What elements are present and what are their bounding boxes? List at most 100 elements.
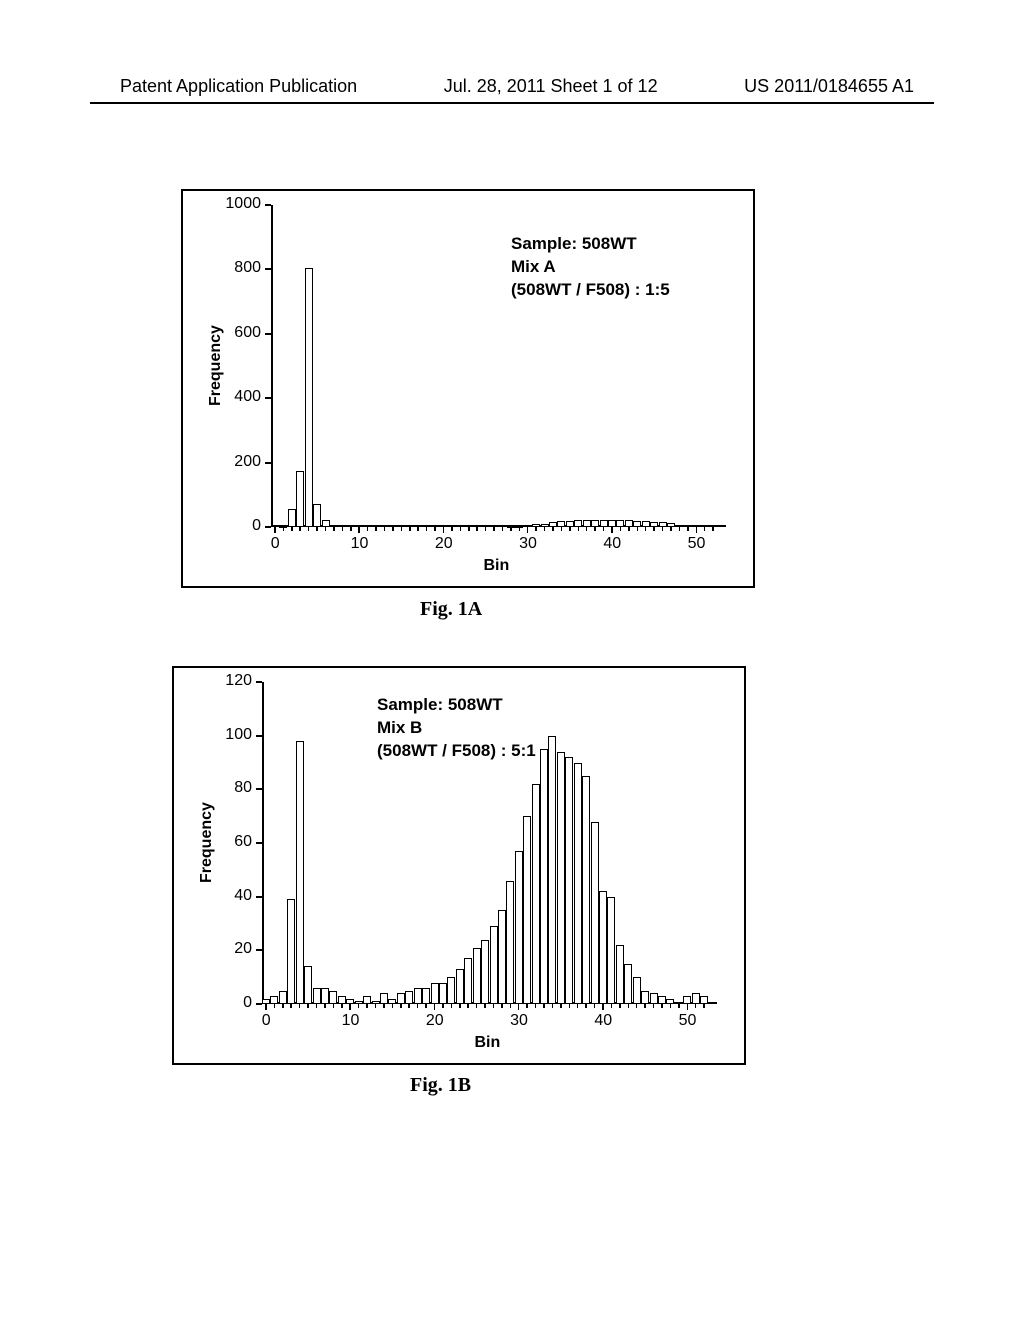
x-tick bbox=[594, 527, 596, 531]
x-tick bbox=[619, 1004, 621, 1008]
x-tick bbox=[460, 527, 462, 531]
header-mid: Jul. 28, 2011 Sheet 1 of 12 bbox=[444, 76, 658, 97]
x-tick bbox=[341, 1004, 343, 1008]
bar bbox=[296, 741, 304, 1004]
x-tick bbox=[350, 527, 352, 531]
bar bbox=[414, 988, 422, 1004]
bar bbox=[616, 945, 624, 1004]
bar bbox=[262, 999, 270, 1004]
x-tick bbox=[358, 527, 360, 533]
bar bbox=[481, 940, 489, 1004]
x-tick bbox=[603, 527, 605, 531]
x-tick bbox=[299, 527, 301, 531]
x-tick bbox=[577, 1004, 579, 1008]
bar bbox=[633, 977, 641, 1004]
x-tick bbox=[342, 527, 344, 531]
x-tick bbox=[661, 1004, 663, 1008]
bar bbox=[498, 910, 506, 1004]
x-tick bbox=[375, 1004, 377, 1008]
x-tick bbox=[485, 527, 487, 531]
x-tick-label: 30 bbox=[508, 535, 548, 553]
x-tick bbox=[442, 1004, 444, 1008]
x-tick bbox=[526, 1004, 528, 1008]
x-tick bbox=[602, 1004, 604, 1010]
y-tick-label: 40 bbox=[207, 887, 252, 905]
x-tick bbox=[426, 527, 428, 531]
bar bbox=[625, 520, 633, 527]
bar bbox=[329, 991, 337, 1004]
figure-1a-box: 0200400600800100001020304050FrequencyBin… bbox=[181, 189, 755, 588]
x-tick bbox=[678, 1004, 680, 1008]
bar bbox=[566, 521, 574, 527]
x-tick bbox=[274, 527, 276, 533]
bar bbox=[523, 816, 531, 1004]
bar bbox=[490, 926, 498, 1004]
x-tick-label: 40 bbox=[583, 1012, 623, 1030]
x-tick bbox=[636, 1004, 638, 1008]
y-tick bbox=[265, 462, 271, 464]
bar bbox=[464, 958, 472, 1004]
x-tick bbox=[653, 1004, 655, 1008]
x-tick bbox=[569, 1004, 571, 1008]
bar bbox=[549, 522, 557, 527]
bar bbox=[288, 509, 296, 527]
page-header: Patent Application Publication Jul. 28, … bbox=[0, 76, 1024, 97]
y-tick bbox=[256, 788, 262, 790]
y-tick-label: 100 bbox=[207, 726, 252, 744]
x-tick bbox=[325, 527, 327, 531]
x-tick bbox=[535, 527, 537, 531]
x-tick bbox=[493, 527, 495, 531]
bar bbox=[313, 504, 321, 527]
x-tick bbox=[316, 1004, 318, 1008]
x-tick bbox=[384, 527, 386, 531]
y-tick-label: 1000 bbox=[216, 195, 261, 213]
x-tick bbox=[366, 1004, 368, 1008]
y-tick-label: 80 bbox=[207, 779, 252, 797]
x-tick bbox=[434, 527, 436, 531]
x-tick bbox=[392, 527, 394, 531]
bar bbox=[321, 988, 329, 1004]
bar bbox=[540, 749, 548, 1004]
chart-annotation: Sample: 508WT Mix A (508WT / F508) : 1:5 bbox=[511, 233, 670, 302]
x-tick bbox=[611, 1004, 613, 1008]
x-tick bbox=[628, 1004, 630, 1008]
bar bbox=[667, 523, 675, 527]
y-tick-label: 200 bbox=[216, 453, 261, 471]
y-tick bbox=[256, 896, 262, 898]
x-tick bbox=[544, 527, 546, 531]
x-tick bbox=[552, 1004, 554, 1008]
x-tick bbox=[367, 527, 369, 531]
x-tick bbox=[628, 527, 630, 531]
bar bbox=[355, 1001, 363, 1004]
x-tick bbox=[535, 1004, 537, 1008]
x-tick bbox=[510, 1004, 512, 1008]
bar bbox=[515, 851, 523, 1004]
header-left: Patent Application Publication bbox=[120, 76, 357, 97]
y-tick bbox=[256, 681, 262, 683]
x-tick bbox=[560, 1004, 562, 1008]
y-tick bbox=[256, 735, 262, 737]
x-tick bbox=[611, 527, 613, 533]
bar bbox=[422, 988, 430, 1004]
x-tick bbox=[417, 527, 419, 531]
x-tick bbox=[282, 1004, 284, 1008]
header-rule bbox=[90, 102, 934, 104]
x-tick bbox=[291, 527, 293, 531]
bar bbox=[582, 776, 590, 1004]
x-tick-label: 50 bbox=[677, 535, 717, 553]
bar bbox=[388, 999, 396, 1004]
x-tick bbox=[299, 1004, 301, 1008]
x-tick-label: 10 bbox=[339, 535, 379, 553]
y-axis-label: Frequency bbox=[198, 802, 216, 883]
bar bbox=[431, 983, 439, 1004]
bar bbox=[659, 522, 667, 527]
bar bbox=[700, 996, 708, 1004]
x-tick bbox=[704, 527, 706, 531]
x-tick bbox=[620, 527, 622, 531]
bar bbox=[304, 966, 312, 1004]
bar bbox=[279, 991, 287, 1004]
y-tick-label: 800 bbox=[216, 259, 261, 277]
bar bbox=[557, 752, 565, 1004]
x-tick-label: 20 bbox=[424, 535, 464, 553]
x-tick bbox=[392, 1004, 394, 1008]
